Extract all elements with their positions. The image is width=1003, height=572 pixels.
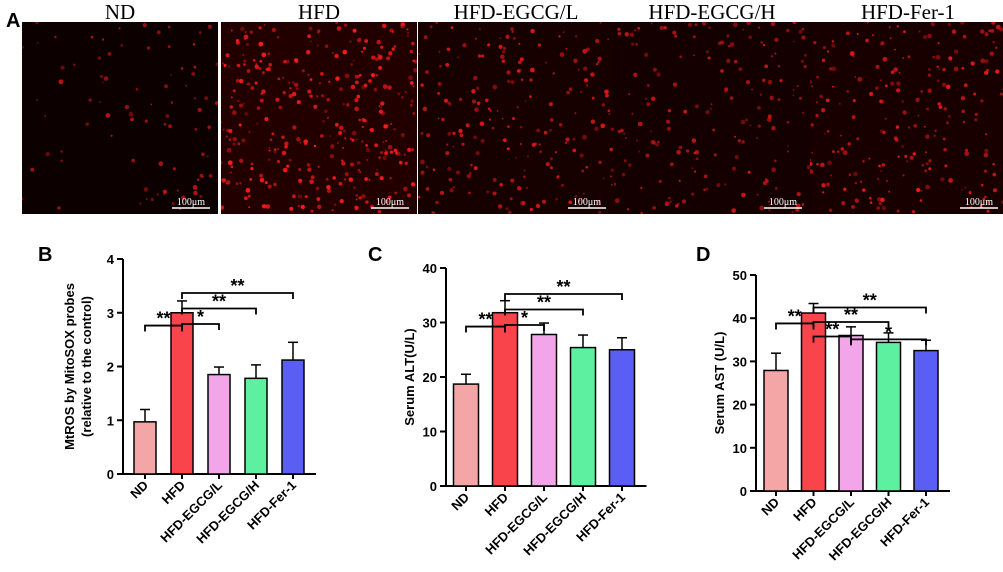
y-tick-label: 50	[733, 268, 747, 283]
micrograph-title: ND	[104, 0, 136, 24]
x-tick-label: HFD	[790, 495, 819, 524]
y-tick-label: 40	[423, 261, 437, 276]
x-tick-label: ND	[448, 490, 472, 514]
micrograph-title: HFD-EGCG/H	[648, 0, 776, 24]
micrograph-image: 100μm	[614, 22, 810, 214]
y-axis-label: Serum ALT(U/L)	[402, 328, 417, 426]
y-axis-label-line: MtROS by MitoSOX probes	[62, 283, 77, 450]
significance-bracket	[812, 306, 927, 314]
micrograph-image: 100μm	[221, 22, 417, 214]
x-tick-label: HFD	[159, 478, 188, 507]
panel-label-b: B	[38, 244, 53, 266]
significance-marker: *	[885, 322, 892, 342]
micrograph-image: 100μm	[22, 22, 218, 214]
significance-marker: **	[230, 276, 244, 296]
y-tick-label: 0	[430, 479, 437, 494]
bar	[133, 421, 157, 475]
significance-bracket	[504, 293, 623, 300]
y-axis-label-line: (relative to the control)	[79, 296, 94, 437]
y-tick-label: 30	[733, 354, 747, 369]
micrograph-title: HFD	[297, 0, 340, 24]
significance-marker: **	[844, 305, 858, 325]
significance-marker: **	[156, 309, 170, 329]
significance-marker: **	[478, 310, 492, 330]
significance-bracket	[181, 307, 257, 315]
y-tick-label: 3	[107, 306, 114, 321]
significance-marker: **	[556, 277, 570, 297]
y-tick-label: 30	[423, 316, 437, 331]
micrograph-title: HFD-EGCG/L	[453, 0, 579, 24]
y-tick-label: 1	[107, 413, 114, 428]
significance-marker: **	[212, 292, 226, 312]
micrograph-title: HFD-Fer-1	[860, 0, 956, 24]
y-axis-label: MtROS by MitoSOX probes (relative to the …	[62, 283, 94, 450]
y-tick-label: 20	[423, 370, 437, 385]
bar	[569, 346, 597, 487]
bar	[281, 359, 305, 475]
y-tick-label: 0	[740, 484, 747, 499]
y-axis-label-line: Serum ALT(U/L)	[402, 328, 417, 426]
y-tick-label: 10	[733, 441, 747, 456]
panel-label-c: C	[368, 244, 383, 266]
bar	[207, 373, 231, 475]
significance-marker: *	[521, 308, 528, 328]
scale-bar-label: 100μm	[769, 197, 797, 208]
bar	[452, 383, 480, 487]
y-tick-label: 40	[733, 311, 747, 326]
significance-bracket	[181, 323, 220, 330]
micrograph-image: 100μm	[810, 22, 1003, 214]
scale-bar-label: 100μm	[376, 197, 404, 208]
y-tick-label: 10	[423, 425, 437, 440]
panel-label-a: A	[6, 10, 21, 32]
bar	[491, 311, 519, 487]
panel-label-d: D	[696, 244, 711, 266]
scale-bar-label: 100μm	[965, 197, 993, 208]
y-axis-label-line: Serum AST (U/L)	[712, 332, 727, 435]
y-tick-label: 4	[107, 252, 115, 267]
x-tick-label: ND	[127, 478, 151, 502]
significance-marker: **	[825, 320, 839, 340]
bar	[763, 369, 789, 492]
y-tick-label: 2	[107, 360, 114, 375]
significance-marker: **	[788, 306, 802, 326]
significance-marker: *	[197, 307, 204, 327]
significance-bracket	[812, 321, 890, 328]
bar	[875, 341, 902, 492]
significance-bracket	[504, 308, 584, 316]
scale-bar-label: 100μm	[177, 197, 205, 208]
significance-marker: **	[537, 293, 551, 313]
significance-bracket	[850, 338, 927, 346]
scale-bar-label: 100μm	[573, 197, 601, 208]
significance-marker: **	[863, 291, 877, 311]
bar	[530, 333, 558, 487]
bar	[913, 349, 939, 492]
y-tick-label: 0	[107, 467, 114, 482]
x-tick-label: ND	[758, 495, 782, 519]
x-tick-label: HFD	[482, 490, 511, 519]
y-tick-label: 20	[733, 398, 747, 413]
bar	[244, 377, 268, 475]
bar	[170, 312, 194, 475]
significance-bracket	[181, 292, 294, 299]
bar	[838, 334, 864, 492]
significance-bracket	[504, 324, 545, 331]
bar	[608, 349, 636, 487]
micrograph-image: 100μm	[418, 22, 614, 214]
y-axis-label: Serum AST (U/L)	[712, 332, 727, 435]
